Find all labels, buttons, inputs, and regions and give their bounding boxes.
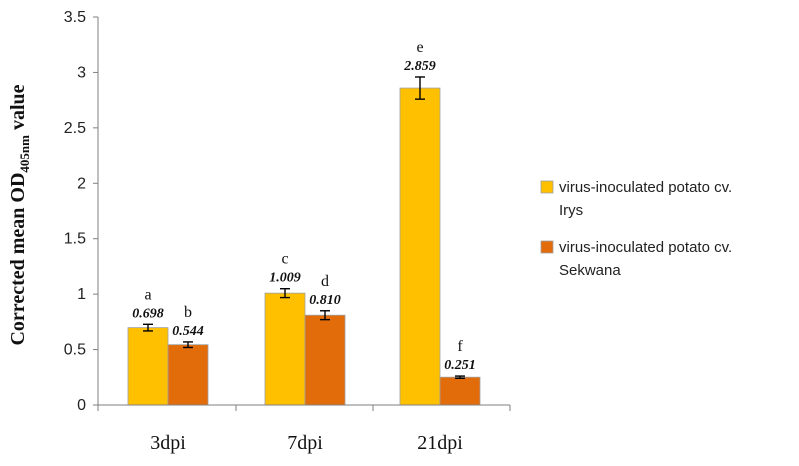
bar xyxy=(304,314,346,406)
y-axis-label-subscript: 405nm xyxy=(17,135,32,173)
y-tick-label: 1 xyxy=(77,286,86,303)
bars xyxy=(127,76,481,406)
y-axis-label-suffix: value xyxy=(7,84,29,135)
legend-label: virus-inoculated potato cv. xyxy=(559,179,732,196)
y-axis-label: Corrected mean OD405nm value xyxy=(7,84,32,345)
x-tick-label: 3dpi xyxy=(150,432,186,454)
significance-letter: b xyxy=(184,304,192,321)
legend-swatch xyxy=(540,180,554,194)
x-tick-label: 21dpi xyxy=(417,432,463,454)
x-axis-ticks: 3dpi 7dpi 21dpi xyxy=(97,405,511,454)
legend-label: Sekwana xyxy=(559,262,621,279)
y-tick-label: 2.5 xyxy=(64,120,86,137)
y-axis-ticks: 0 0.5 1 1.5 2 2.5 3 3.5 xyxy=(64,9,98,414)
bar xyxy=(399,87,441,406)
y-tick-label: 0.5 xyxy=(64,342,86,359)
legend-swatch xyxy=(540,240,554,254)
y-axis-label-prefix: Corrected mean OD xyxy=(7,173,29,346)
significance-letter: d xyxy=(321,273,329,290)
bar xyxy=(167,344,209,406)
data-label: 0.810 xyxy=(309,293,341,308)
y-tick-label: 2 xyxy=(77,175,86,192)
bar-labels: 0.698 a 1.009 c 2.859 e 0.544 b 0.810 d 0.251 f xyxy=(132,39,476,373)
significance-letter: a xyxy=(144,286,151,303)
significance-letter: e xyxy=(416,39,423,56)
significance-letter: f xyxy=(457,338,463,355)
y-tick-label: 3.5 xyxy=(64,9,86,26)
data-label: 0.251 xyxy=(444,358,476,373)
data-label: 1.009 xyxy=(269,271,301,286)
y-tick-label: 0 xyxy=(77,397,86,414)
legend-label: virus-inoculated potato cv. xyxy=(559,239,732,256)
bar xyxy=(264,292,306,406)
significance-letter: c xyxy=(281,251,288,268)
y-tick-label: 1.5 xyxy=(64,231,86,248)
data-label: 0.544 xyxy=(172,324,204,339)
legend: virus-inoculated potato cv. Irys virus-ino… xyxy=(540,179,732,279)
legend-label: Irys xyxy=(559,202,583,219)
data-label: 0.698 xyxy=(132,306,164,321)
bar xyxy=(127,327,169,406)
bar xyxy=(439,376,481,406)
x-tick-label: 7dpi xyxy=(287,432,323,454)
data-label: 2.859 xyxy=(403,59,436,74)
y-tick-label: 3 xyxy=(77,64,86,81)
